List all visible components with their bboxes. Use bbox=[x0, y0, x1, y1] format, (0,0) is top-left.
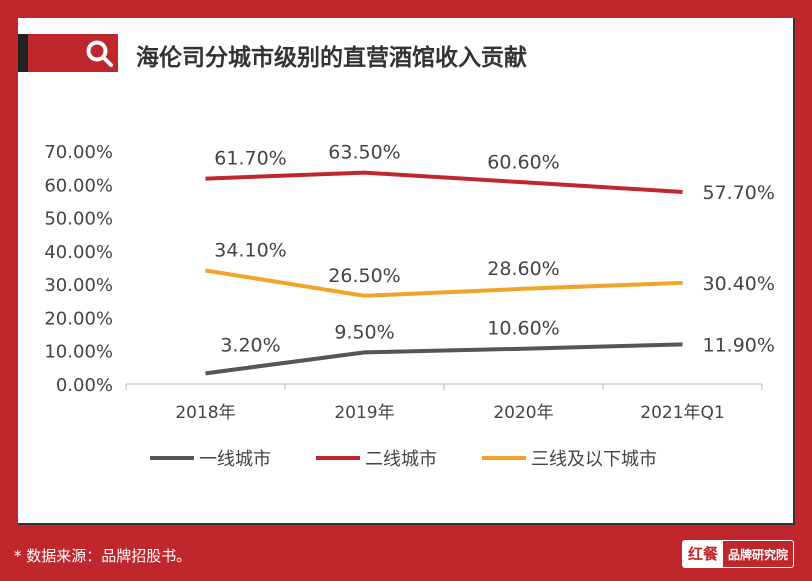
y-tick-label: 50.00% bbox=[44, 209, 113, 230]
data-label: 3.20% bbox=[220, 334, 280, 356]
x-tick-label: 2020年 bbox=[493, 403, 553, 423]
data-label: 26.50% bbox=[328, 265, 400, 287]
x-tick-label: 2021年Q1 bbox=[640, 403, 724, 423]
brand-mark: 红餐 bbox=[683, 541, 724, 567]
y-tick-label: 60.00% bbox=[44, 175, 113, 196]
x-tick-label: 2019年 bbox=[334, 403, 394, 423]
series-line-1 bbox=[205, 170, 683, 194]
data-label: 30.40% bbox=[703, 273, 775, 295]
data-label: 60.60% bbox=[487, 151, 559, 173]
x-tick-label: 2018年 bbox=[175, 403, 235, 423]
title-accent bbox=[18, 34, 28, 72]
data-label: 11.90% bbox=[703, 334, 775, 356]
data-label: 63.50% bbox=[328, 142, 400, 164]
chart-panel bbox=[18, 18, 795, 525]
series-line-2 bbox=[205, 268, 683, 298]
data-label: 57.70% bbox=[703, 182, 775, 204]
y-tick-label: 20.00% bbox=[44, 308, 113, 329]
data-label: 9.50% bbox=[334, 321, 394, 343]
legend-label: 三线及以下城市 bbox=[531, 449, 657, 470]
data-label: 61.70% bbox=[214, 148, 286, 170]
brand-name: 品牌研究院 bbox=[728, 548, 789, 562]
y-tick-label: 0.00% bbox=[56, 375, 113, 396]
y-tick-label: 70.00% bbox=[44, 142, 113, 163]
y-tick-label: 10.00% bbox=[44, 342, 113, 363]
brand-logo: 红餐 品牌研究院 bbox=[682, 540, 795, 568]
series-line-0 bbox=[205, 342, 683, 376]
data-label: 10.60% bbox=[487, 318, 559, 340]
data-label: 28.60% bbox=[487, 258, 559, 280]
y-tick-label: 40.00% bbox=[44, 242, 113, 263]
legend-label: 二线城市 bbox=[365, 449, 437, 470]
search-icon bbox=[86, 40, 113, 67]
chart-title: 海伦司分城市级别的直营酒馆收入贡献 bbox=[136, 45, 527, 71]
y-tick-label: 30.00% bbox=[44, 275, 113, 296]
source-note: * 数据来源：品牌招股书。 bbox=[14, 547, 192, 565]
legend-label: 一线城市 bbox=[199, 449, 271, 470]
data-label: 34.10% bbox=[214, 239, 286, 261]
